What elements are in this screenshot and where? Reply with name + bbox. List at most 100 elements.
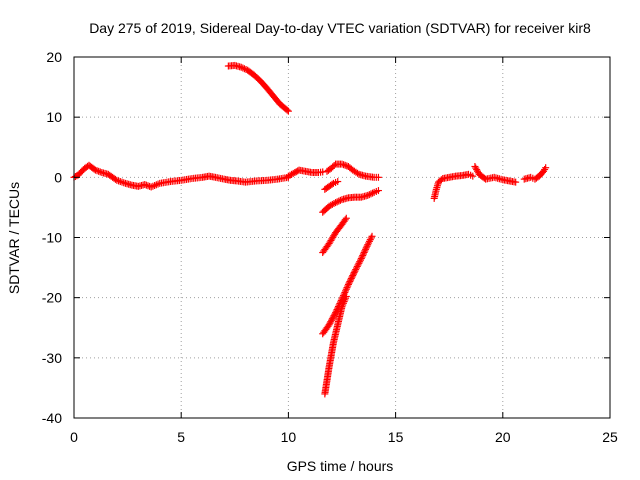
data-point (325, 321, 333, 329)
data-trace-mark (437, 176, 445, 184)
data-trace-mark (149, 182, 157, 190)
data-point (374, 173, 382, 181)
y-tick-label: 20 (46, 49, 62, 65)
data-trace-mark (115, 177, 123, 185)
data-trace-mark (340, 161, 348, 169)
data-trace-mark (350, 269, 358, 277)
data-trace-mark (352, 264, 360, 272)
data-trace-mark (341, 296, 349, 304)
data-trace-mark (120, 179, 128, 187)
data-point (332, 199, 340, 207)
data-trace-mark (347, 275, 355, 283)
data-trace-mark (328, 315, 336, 323)
data-trace-mark (349, 272, 357, 280)
gridlines (74, 57, 610, 418)
data-trace-mark (330, 200, 338, 208)
data-trace-mark (349, 270, 357, 278)
data-point (368, 232, 376, 240)
data-point (113, 176, 121, 184)
data-point (284, 107, 292, 115)
data-trace-mark (335, 197, 343, 205)
data-trace-mark (362, 244, 370, 252)
data-trace-mark (340, 298, 348, 306)
data-point (542, 164, 550, 172)
axis-ticks (73, 56, 611, 419)
data-point (91, 166, 99, 174)
data-trace-mark (365, 191, 373, 199)
data-trace-mark (289, 169, 297, 177)
data-point (237, 63, 245, 71)
data-point (469, 172, 477, 180)
data-trace-mark (151, 182, 159, 190)
y-tick-label: -40 (42, 410, 62, 426)
data-trace-mark (358, 253, 366, 261)
data-point (374, 187, 382, 195)
data-trace-mark (341, 216, 349, 224)
data-trace-mark (152, 181, 160, 189)
data-trace-mark (116, 178, 124, 186)
data-trace-mark (93, 167, 101, 175)
y-tick-label: 10 (46, 109, 62, 125)
y-tick-label: -10 (42, 230, 62, 246)
data-trace-mark (347, 276, 355, 284)
data-point (141, 181, 149, 189)
data-trace-mark (95, 167, 103, 175)
data-trace-mark (342, 287, 350, 295)
data-point (364, 191, 372, 199)
data-trace-mark (328, 316, 336, 324)
x-tick-label: 0 (70, 429, 78, 445)
data-trace-mark (329, 313, 337, 321)
data-trace-mark (343, 284, 351, 292)
data-trace-mark (339, 299, 347, 307)
data-trace-mark (326, 319, 334, 327)
data-trace-mark (359, 250, 367, 258)
data-trace-mark (356, 258, 364, 266)
data-trace-mark (96, 168, 104, 176)
y-tick-label: -20 (42, 290, 62, 306)
data-trace-mark (331, 310, 339, 318)
data-trace-mark (341, 161, 349, 169)
y-tick-label: -30 (42, 350, 62, 366)
data-point (334, 178, 342, 186)
data-trace-mark (473, 166, 481, 174)
data-point (338, 303, 346, 311)
x-tick-labels: 0 5 10 15 20 25 (70, 429, 618, 445)
data-trace-mark (352, 266, 360, 274)
y-axis-label: SDTVAR / TECUs (6, 182, 22, 294)
x-axis-label: GPS time / hours (287, 458, 394, 474)
data-trace-mark (330, 312, 338, 320)
x-tick-label: 10 (281, 429, 297, 445)
data-trace-mark (356, 256, 364, 264)
data-trace-mark (366, 236, 374, 244)
data-trace-mark (354, 169, 362, 177)
data-trace-mark (336, 196, 344, 204)
x-tick-label: 25 (602, 429, 618, 445)
y-tick-labels: -40 -30 -20 -10 0 10 20 (42, 49, 62, 426)
data-trace-mark (342, 285, 350, 293)
data-trace-mark (367, 234, 375, 242)
data-trace-mark (154, 180, 162, 188)
data-trace-mark (348, 273, 356, 281)
data-trace-mark (365, 237, 373, 245)
data-trace-mark (369, 189, 377, 197)
data-trace-mark (362, 245, 370, 253)
data-trace-mark (361, 247, 369, 255)
data-trace-mark (353, 262, 361, 270)
data-trace-mark (240, 65, 248, 73)
data-trace-mark (472, 164, 480, 172)
data-trace-mark (118, 178, 126, 186)
data-point (338, 160, 346, 168)
data-point (319, 168, 327, 176)
y-tick-label: 0 (54, 169, 62, 185)
data-trace-mark (341, 288, 349, 296)
data-trace-mark (359, 251, 367, 259)
data-trace-mark (346, 277, 354, 285)
data-trace-mark (239, 64, 247, 72)
data-trace-mark (360, 248, 368, 256)
data-points (70, 61, 550, 398)
data-trace-mark (328, 180, 336, 188)
data-trace-mark (344, 282, 352, 290)
data-trace-mark (283, 106, 291, 114)
data-point (342, 214, 350, 222)
